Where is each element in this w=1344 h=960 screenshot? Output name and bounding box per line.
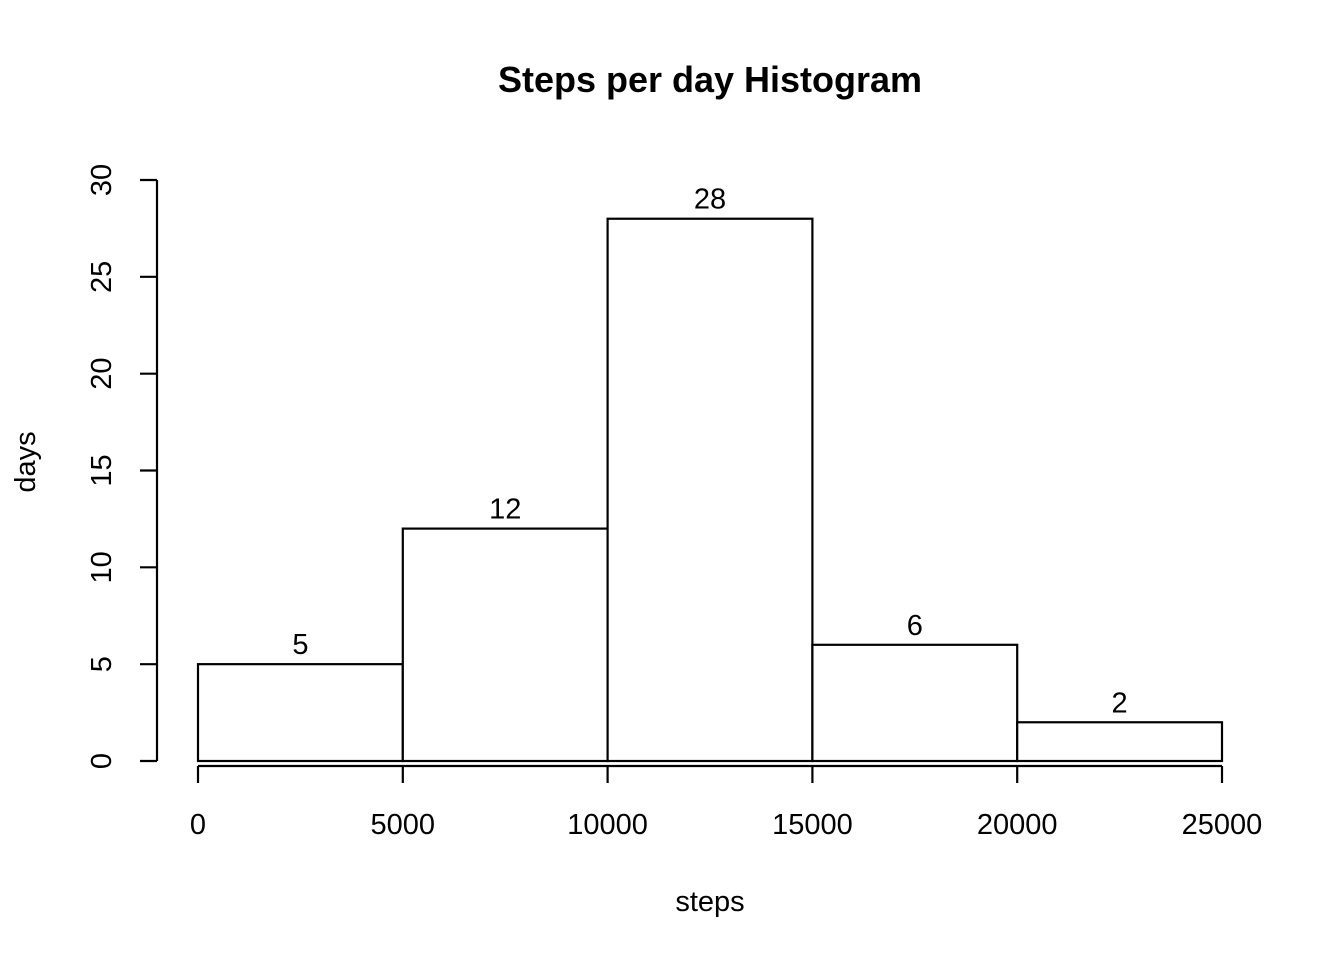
y-tick-label: 15 (86, 454, 118, 486)
x-tick-label: 5000 (371, 809, 436, 841)
y-tick-label: 25 (86, 261, 118, 293)
x-axis: 0 5000 10000 15000 20000 25000 (190, 764, 1263, 841)
data-labels-layer: 5 12 28 6 2 (292, 184, 1127, 720)
bar-data-label: 12 (489, 494, 521, 526)
bars-layer (196, 217, 1224, 763)
x-tick-label: 0 (190, 809, 206, 841)
x-tick-label: 25000 (1182, 809, 1263, 841)
chart-title: Steps per day Histogram (498, 59, 922, 100)
y-tick-label: 5 (86, 656, 118, 672)
x-tick-label: 10000 (567, 809, 648, 841)
bar-data-label: 5 (292, 629, 308, 661)
y-tick-label: 30 (86, 164, 118, 196)
histogram-bar (811, 643, 1019, 763)
bar-data-label: 6 (907, 610, 923, 642)
x-axis-title: steps (675, 886, 744, 918)
y-tick-label: 10 (86, 551, 118, 583)
y-tick-label: 0 (86, 753, 118, 769)
histogram-bar (606, 217, 814, 763)
bar-data-label: 2 (1112, 687, 1128, 719)
histogram-bar (401, 527, 609, 763)
x-tick-label: 20000 (977, 809, 1058, 841)
x-tick-label: 15000 (772, 809, 853, 841)
y-axis-title: days (10, 431, 42, 492)
y-tick-label: 20 (86, 358, 118, 390)
histogram-bar (196, 663, 404, 763)
histogram-bar (1016, 721, 1224, 763)
bar-data-label: 28 (694, 184, 726, 216)
y-axis: 0 5 10 15 20 25 30 (86, 164, 159, 769)
